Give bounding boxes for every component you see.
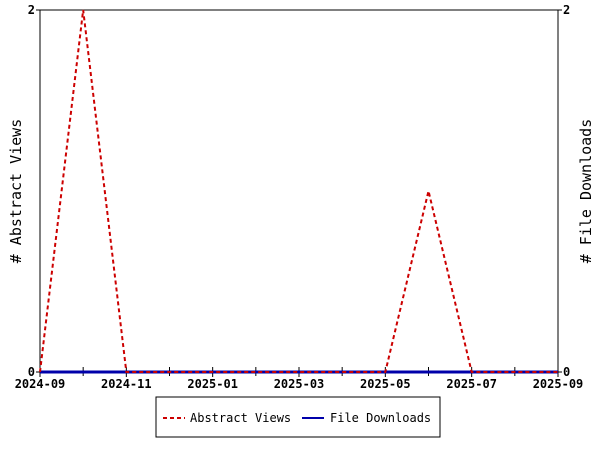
x-tick-label: 2024-11 <box>101 377 152 391</box>
x-tick-label: 2025-03 <box>274 377 325 391</box>
y-axis-label-right: # File Downloads <box>577 119 595 264</box>
y-tick-label-right: 2 <box>563 3 570 17</box>
y-axis-label-left: # Abstract Views <box>7 119 25 264</box>
plot-area <box>39 9 559 373</box>
x-tick-label: 2025-05 <box>360 377 411 391</box>
series-line-abstract-views <box>39 9 558 373</box>
legend-label-abstract-views: Abstract Views <box>190 411 291 425</box>
x-tick-label: 2024-09 <box>15 377 66 391</box>
x-tick-label: 2025-01 <box>187 377 238 391</box>
legend-label-file-downloads: File Downloads <box>330 411 431 425</box>
x-tick-label: 2025-07 <box>446 377 497 391</box>
x-tick-label: 2025-09 <box>533 377 584 391</box>
legend: Abstract Views File Downloads <box>155 396 441 438</box>
y-tick-label-right: 0 <box>563 365 570 379</box>
y-tick-label-left: 2 <box>28 3 35 17</box>
y-tick-label-left: 0 <box>28 365 35 379</box>
